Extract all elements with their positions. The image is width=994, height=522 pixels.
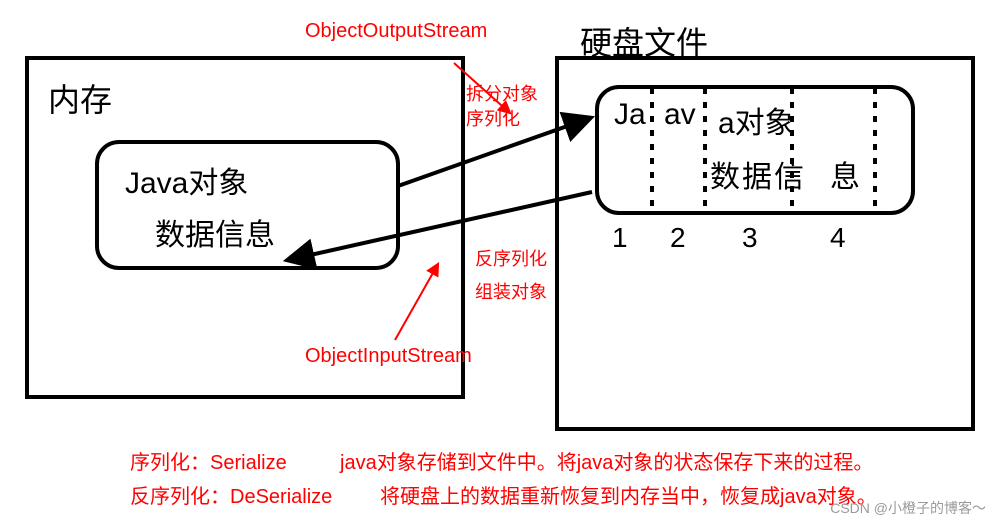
caption-serialize-b: java对象存储到文件中。将java对象的状态保存下来的过程。 [340,446,873,475]
memory-title: 内存 [48,75,112,121]
disk-piece-number-4: 4 [830,222,846,254]
caption-deserialize-b: 将硬盘上的数据重新恢复到内存当中，恢复成java对象。 [380,480,877,509]
disk-piece-number-1: 1 [612,222,628,254]
disk-object-line2-part2: 息 [830,152,860,196]
deserialize-action2-label: 组装对象 [475,278,547,304]
disk-piece-number-3: 3 [742,222,758,254]
memory-object-line1: Java对象 [125,158,248,202]
disk-object-line1-part2: av [664,98,696,132]
disk-object-line1-part3: a对象 [718,98,795,142]
disk-object-line1-part1: Ja [614,98,646,132]
serialize-action1-label: 拆分对象 [466,80,538,106]
deserialize-stream-label: ObjectInputStream [305,345,472,368]
disk-object-line2-part1: 数据信 [710,152,806,196]
disk-title: 硬盘文件 [580,18,708,64]
caption-deserialize-a: 反序列化：DeSerialize [130,480,332,509]
serialize-action2-label: 序列化 [466,105,520,131]
caption-serialize-a: 序列化：Serialize [130,446,287,475]
watermark: CSDN @小橙子的博客～ [830,498,986,518]
serialize-stream-label: ObjectOutputStream [305,20,487,43]
memory-object-line2: 数据信息 [155,210,275,254]
deserialize-action1-label: 反序列化 [475,245,547,271]
disk-piece-number-2: 2 [670,222,686,254]
